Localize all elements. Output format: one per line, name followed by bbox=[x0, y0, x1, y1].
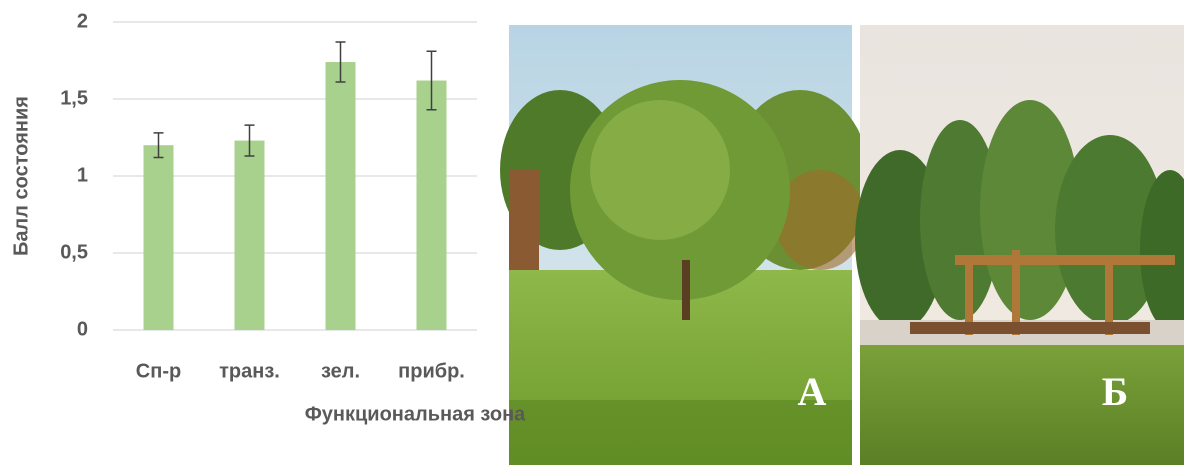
bar bbox=[234, 140, 265, 330]
photo-label: А bbox=[798, 369, 827, 414]
x-tick-label: транз. bbox=[219, 360, 280, 382]
bar bbox=[416, 80, 447, 331]
photo-b bbox=[855, 25, 1184, 465]
x-tick-label: прибр. bbox=[398, 360, 465, 382]
photo-a bbox=[500, 25, 870, 465]
x-axis-title: Функциональная зона bbox=[305, 403, 526, 425]
y-tick-label: 2 bbox=[77, 10, 88, 32]
y-tick-label: 1,5 bbox=[60, 87, 88, 109]
x-tick-label: зел. bbox=[321, 360, 360, 382]
y-tick-label: 0,5 bbox=[60, 241, 88, 263]
y-tick-label: 1 bbox=[77, 164, 88, 186]
error-bar bbox=[244, 124, 255, 157]
x-tick-label: Сп-р bbox=[136, 360, 181, 382]
y-axis-title: Балл состояния bbox=[10, 96, 32, 256]
bar bbox=[325, 62, 356, 330]
bar bbox=[143, 145, 174, 330]
error-bar bbox=[426, 50, 437, 111]
error-bar bbox=[335, 41, 346, 83]
photo-label: Б bbox=[1102, 369, 1128, 414]
y-tick-label: 0 bbox=[77, 318, 88, 340]
error-bar bbox=[153, 132, 164, 159]
